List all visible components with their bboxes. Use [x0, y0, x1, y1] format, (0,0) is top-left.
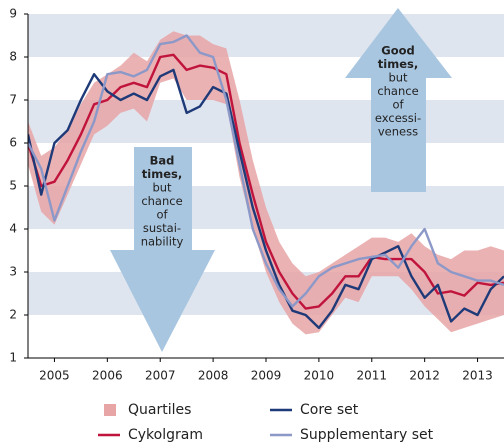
- y-tick-label: 1: [9, 351, 17, 365]
- annotation-text: but: [152, 181, 172, 195]
- y-tick-label: 8: [9, 50, 17, 64]
- band: [28, 14, 504, 57]
- legend-label: Quartiles: [128, 402, 191, 418]
- y-tick-label: 2: [9, 308, 17, 322]
- x-tick-label: 2006: [92, 369, 123, 383]
- annotations: Badtimes,butchanceofsustai-nabilityGoodt…: [141, 44, 421, 249]
- axes: 1 2 3 4 5 6 7 8 9 2005 2006 2007 2008 2009 2010 2011 201…: [9, 7, 504, 383]
- x-tick-label: 2009: [251, 369, 282, 383]
- annotation-text: of: [156, 208, 168, 222]
- x-tick-label: 2010: [304, 369, 335, 383]
- legend: Quartiles Cykolgram Core set Supplementary …: [98, 402, 434, 443]
- x-tick-label: 2011: [357, 369, 388, 383]
- annotation-bold: times,: [378, 57, 418, 71]
- annotation-text: of: [392, 98, 404, 112]
- legend-label: Core set: [300, 402, 359, 418]
- annotation-text: sustai-: [143, 221, 181, 235]
- y-tick-label: 9: [9, 7, 17, 21]
- up-arrow: [345, 8, 452, 192]
- x-tick-label: 2012: [409, 369, 440, 383]
- plot-area: [28, 31, 504, 335]
- annotation-text: chance: [141, 194, 182, 208]
- legend-label: Supplementary set: [300, 427, 434, 443]
- annotation-text: nability: [141, 235, 184, 249]
- x-tick-label: 2007: [145, 369, 176, 383]
- y-tick-label: 7: [9, 93, 17, 107]
- line-series: [28, 53, 504, 310]
- annotation-bold: Bad: [150, 154, 175, 168]
- annotation-bold: times,: [142, 167, 182, 181]
- down-arrow: [110, 147, 215, 352]
- x-tick-label: 2008: [198, 369, 229, 383]
- x-tick-label: 2013: [462, 369, 493, 383]
- line-series: [28, 68, 504, 330]
- legend-swatch: [104, 404, 116, 416]
- line-series: [28, 34, 504, 308]
- annotation-text: but: [388, 71, 408, 85]
- y-tick-label: 4: [9, 222, 17, 236]
- y-tick-label: 3: [9, 265, 17, 279]
- x-tick-label: 2005: [39, 369, 70, 383]
- annotation-bold: Good: [381, 44, 414, 58]
- annotation-text: veness: [378, 125, 418, 139]
- y-tick-label: 5: [9, 179, 17, 193]
- annotation-text: excessi-: [375, 111, 421, 125]
- annotation-text: chance: [377, 84, 418, 98]
- y-tick-label: 6: [9, 136, 17, 150]
- legend-label: Cykolgram: [128, 427, 203, 443]
